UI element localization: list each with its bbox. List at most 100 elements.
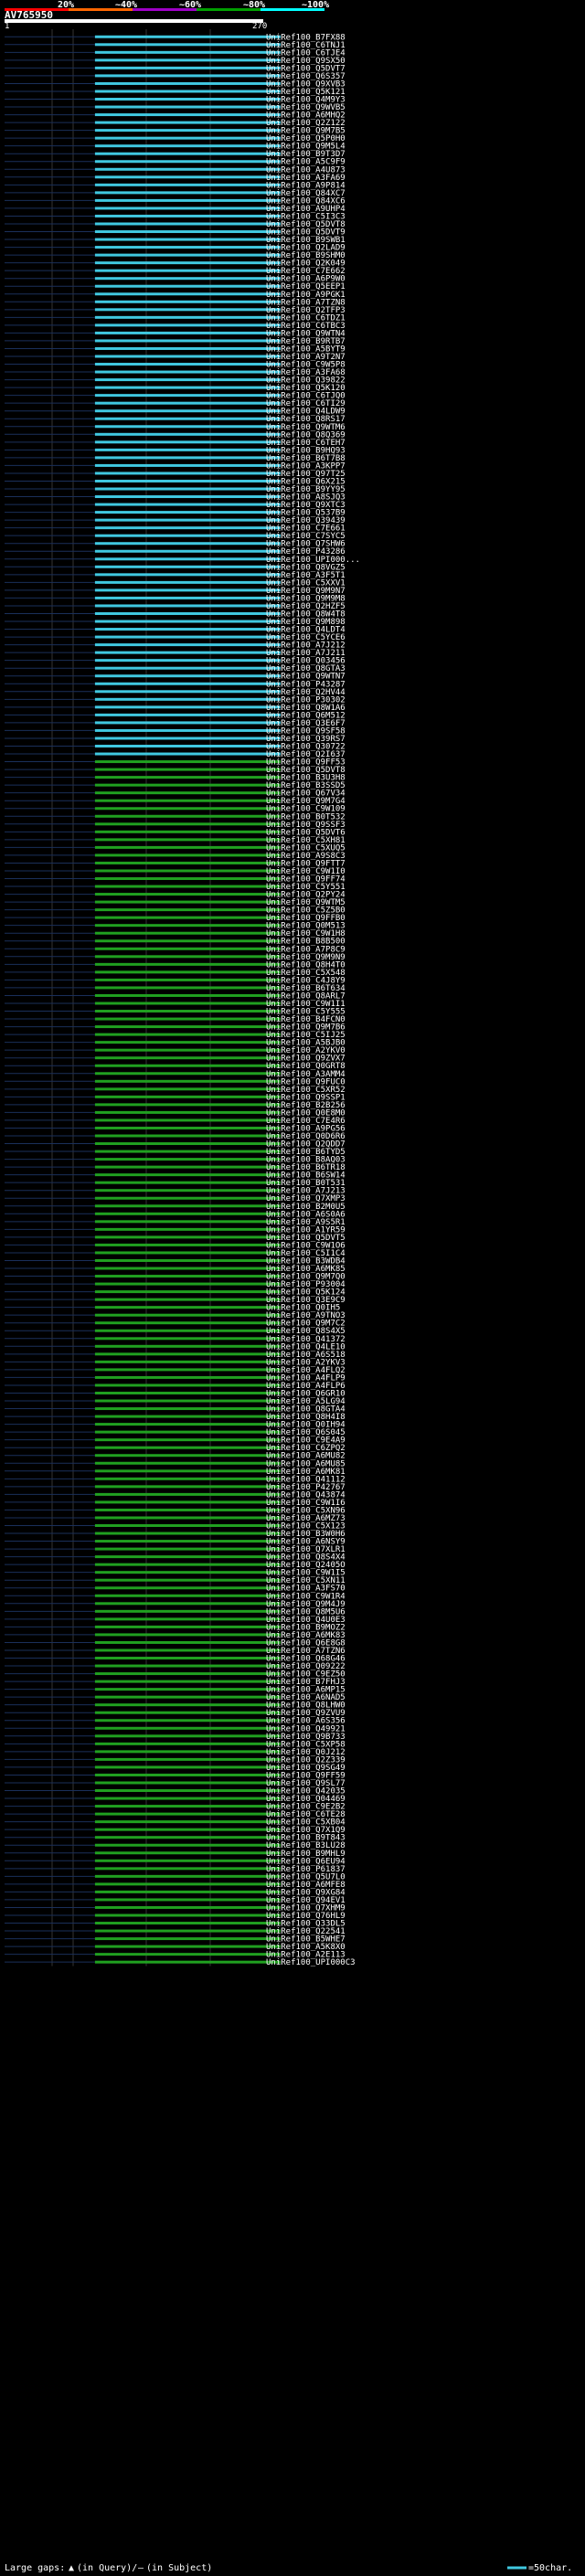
hit-label[interactable]: UniRef100_Q8LHW0 [266,1701,346,1711]
hit-label[interactable]: UniRef100_Q2TFP3 [266,306,346,315]
hit-label[interactable]: UniRef100_Q0E8M0 [266,1108,346,1118]
hit-label[interactable]: UniRef100_A6MK81 [266,1468,346,1477]
hit-bar[interactable] [94,893,281,896]
hit-label[interactable]: UniRef100_A6S518 [266,1351,346,1360]
hit-label[interactable]: UniRef100_C9W109 [266,805,346,814]
hit-label[interactable]: UniRef100_C7E4R6 [266,1117,346,1126]
hit-bar[interactable] [94,1438,281,1442]
hit-label[interactable]: UniRef100_C5I3C3 [266,212,346,221]
hit-label[interactable]: UniRef100_Q9WTM5 [266,898,346,907]
hit-label[interactable]: UniRef100_B4FCN0 [266,1015,346,1024]
hit-label[interactable]: UniRef100_Q4LDW9 [266,408,346,417]
hit-label[interactable]: UniRef100_Q30722 [266,742,346,751]
hit-label[interactable]: UniRef100_Q8S4X4 [266,1553,346,1563]
hit-bar[interactable] [94,355,281,358]
hit-label[interactable]: UniRef100_Q68G46 [266,1655,346,1664]
hit-label[interactable]: UniRef100_A2YKV3 [266,1358,346,1367]
hit-bar[interactable] [94,1890,281,1893]
hit-label[interactable]: UniRef100_Q0D6R6 [266,1132,346,1141]
hit-bar[interactable] [94,386,281,389]
hit-label[interactable]: UniRef100_P43286 [266,547,346,557]
hit-label[interactable]: UniRef100_C9W1I0 [266,867,346,876]
hit-bar[interactable] [94,1719,281,1723]
hit-label[interactable]: UniRef100_Q9M898 [266,618,346,627]
hit-label[interactable]: UniRef100_Q9M4J9 [266,1600,346,1609]
hit-bar[interactable] [94,66,281,69]
hit-bar[interactable] [94,1555,281,1559]
hit-label[interactable]: UniRef100_Q8RS17 [266,415,346,424]
hit-label[interactable]: UniRef100_C6ZPQ2 [266,1444,346,1453]
hit-label[interactable]: UniRef100_A7J212 [266,641,346,651]
hit-bar[interactable] [94,900,281,904]
hit-label[interactable]: UniRef100_B9RTB7 [266,337,346,346]
hit-label[interactable]: UniRef100_Q6S045 [266,1428,346,1437]
hit-label[interactable]: UniRef100_A1YR59 [266,1225,346,1235]
hit-bar[interactable] [94,1173,281,1177]
hit-label[interactable]: UniRef100_A7TZN8 [266,298,346,307]
hit-label[interactable]: UniRef100_A4FLQ2 [266,1366,346,1375]
hit-bar[interactable] [94,1563,281,1566]
hit-label[interactable]: UniRef100_A7J213 [266,1187,346,1196]
hit-bar[interactable] [94,962,281,966]
hit-label[interactable]: UniRef100_UPI000C3 [266,1958,356,1967]
hit-bar[interactable] [94,1423,281,1426]
hit-label[interactable]: UniRef100_C6TJQ0 [266,392,346,401]
hit-bar[interactable] [94,620,281,623]
hit-bar[interactable] [94,1017,281,1021]
hit-label[interactable]: UniRef100_Q9WTN4 [266,329,346,338]
hit-bar[interactable] [94,752,281,756]
hit-bar[interactable] [94,1571,281,1574]
hit-label[interactable]: UniRef100_Q42035 [266,1787,346,1797]
hit-bar[interactable] [94,1010,281,1013]
hit-label[interactable]: UniRef100_C5XN96 [266,1506,346,1515]
hit-bar[interactable] [94,1118,281,1122]
hit-label[interactable]: UniRef100_B2B256 [266,1101,346,1110]
hit-bar[interactable] [94,1672,281,1676]
hit-label[interactable]: UniRef100_Q9B733 [266,1733,346,1742]
hit-bar[interactable] [94,207,281,210]
hit-bar[interactable] [94,1275,281,1278]
hit-bar[interactable] [94,1110,281,1114]
hit-label[interactable]: UniRef100_P43287 [266,680,346,689]
hit-bar[interactable] [94,1212,281,1215]
hit-label[interactable]: UniRef100_A9P814 [266,181,346,190]
hit-label[interactable]: UniRef100_UPI000... [266,556,360,565]
hit-bar[interactable] [94,604,281,608]
hit-label[interactable]: UniRef100_Q5DVT7 [266,64,346,73]
hit-bar[interactable] [94,246,281,249]
hit-label[interactable]: UniRef100_C5XP58 [266,1740,346,1749]
hit-label[interactable]: UniRef100_C6TE28 [266,1810,346,1819]
hit-label[interactable]: UniRef100_Q5DVT9 [266,228,346,238]
hit-bar[interactable] [94,853,281,857]
hit-label[interactable]: UniRef100_Q9ZVX7 [266,1055,346,1064]
hit-bar[interactable] [94,1033,281,1036]
hit-bar[interactable] [94,1594,281,1597]
hit-label[interactable]: UniRef100_C9W1R4 [266,1592,346,1601]
hit-label[interactable]: UniRef100_C5Z5B0 [266,906,346,916]
hit-bar[interactable] [94,479,281,482]
hit-bar[interactable] [94,1220,281,1224]
hit-label[interactable]: UniRef100_Q2405O [266,1561,346,1570]
hit-bar[interactable] [94,1586,281,1590]
hit-label[interactable]: UniRef100_Q0IH5 [266,1304,340,1313]
hit-bar[interactable] [94,580,281,584]
hit-label[interactable]: UniRef100_Q39822 [266,376,346,386]
hit-label[interactable]: UniRef100_B3WDB4 [266,1256,346,1266]
hit-bar[interactable] [94,1461,281,1465]
hit-bar[interactable] [94,1765,281,1769]
hit-label[interactable]: UniRef100_Q6S357 [266,72,346,81]
hit-bar[interactable] [94,1165,281,1169]
hit-bar[interactable] [94,744,281,747]
hit-bar[interactable] [94,1430,281,1434]
hit-label[interactable]: UniRef100_A3F5T1 [266,571,346,580]
hit-bar[interactable] [94,1282,281,1286]
hit-label[interactable]: UniRef100_Q03456 [266,657,346,666]
hit-label[interactable]: UniRef100_Q9FF59 [266,1771,346,1780]
hit-bar[interactable] [94,1485,281,1489]
hit-label[interactable]: UniRef100_A5LG94 [266,1397,346,1406]
hit-label[interactable]: UniRef100_Q97T25 [266,470,346,479]
hit-label[interactable]: UniRef100_B6T634 [266,984,346,993]
hit-bar[interactable] [94,1664,281,1668]
hit-label[interactable]: UniRef100_A3KPP7 [266,461,346,471]
hit-label[interactable]: UniRef100_Q9M7Q0 [266,1273,346,1282]
